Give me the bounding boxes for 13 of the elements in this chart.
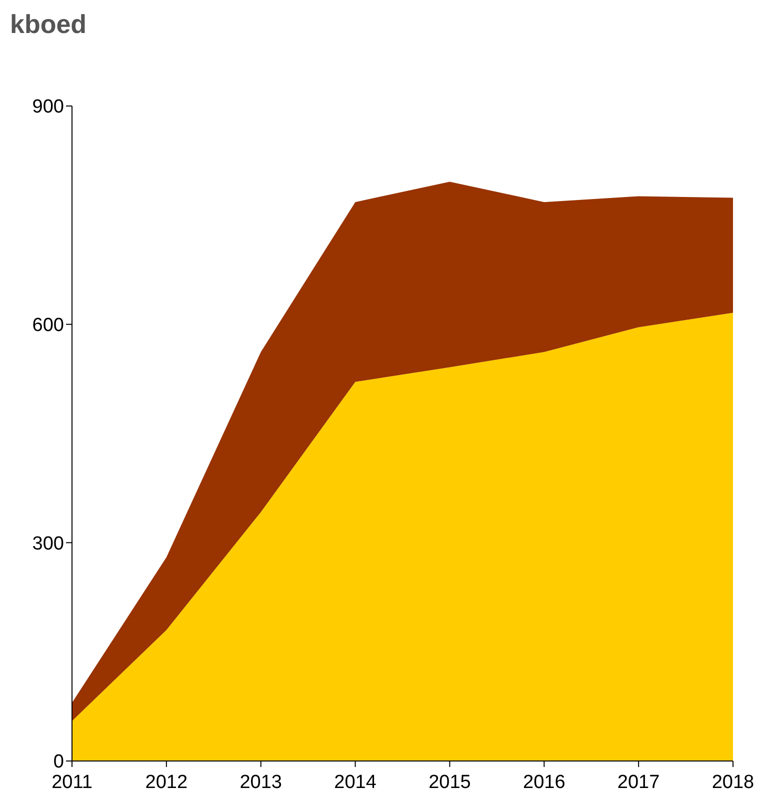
- y-tick-label: 600: [32, 314, 64, 336]
- x-tick-label: 2012: [145, 772, 188, 793]
- chart-title: kboed: [10, 9, 87, 39]
- x-tick-label: 2011: [52, 772, 92, 793]
- x-tick-label: 2018: [712, 772, 754, 793]
- x-tick-label: 2017: [617, 772, 660, 793]
- x-tick-label: 2014: [334, 772, 377, 793]
- y-tick-label: 300: [32, 533, 64, 554]
- x-tick-label: 2016: [523, 772, 566, 793]
- x-tick-label: 2015: [428, 772, 471, 793]
- y-tick-label: 0: [53, 752, 64, 773]
- x-tick-label: 2013: [240, 772, 282, 793]
- y-tick-label: 900: [32, 96, 64, 118]
